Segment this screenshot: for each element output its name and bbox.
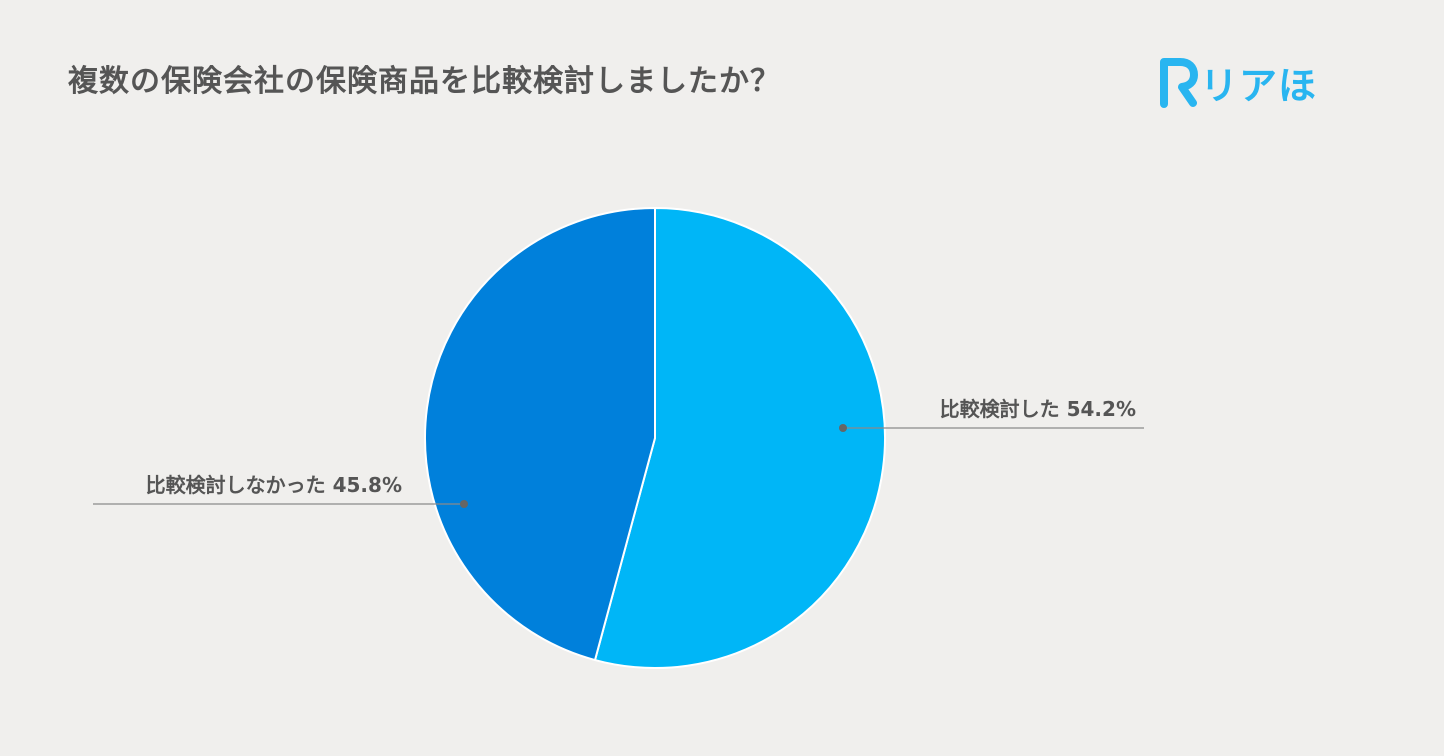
pie-callouts: 比較検討した 54.2% 比較検討しなかった 45.8% — [93, 397, 1144, 508]
pie-slice — [594, 207, 886, 669]
brand-logo: リアほ — [1158, 54, 1317, 110]
callout-dot — [839, 424, 847, 432]
logo-text: リアほ — [1200, 63, 1318, 108]
pie-slice — [424, 207, 656, 662]
logo-r-icon — [1160, 58, 1198, 108]
slice-label: 比較検討した 54.2% — [940, 397, 1136, 421]
chart-title: 複数の保険会社の保険商品を比較検討しましたか？ — [68, 64, 781, 99]
slice-label: 比較検討しなかった 45.8% — [146, 473, 402, 497]
pie-slices — [424, 207, 886, 669]
callout-dot — [460, 500, 468, 508]
